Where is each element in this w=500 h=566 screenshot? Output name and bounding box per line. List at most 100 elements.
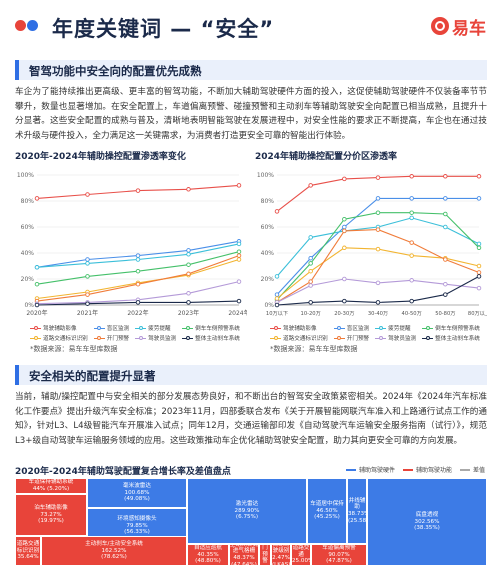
treemap-cell-value: (6.75%) [235,514,259,521]
section-heading-label: 智驾功能中安全向的配置优先成熟 [29,64,202,78]
legend-swatch [270,335,281,341]
logo-text: 易车 [452,18,486,39]
data-point [443,292,448,297]
treemap-cell: 主动闭合式进气格栅 48.37% (47.64%) [229,544,259,566]
data-point [443,224,448,230]
data-point [34,302,40,308]
legend-label: 驾驶员监测 [148,336,177,342]
legend-item: 开门预警 [93,334,130,342]
data-point [186,248,191,253]
y-tick-label: 0% [24,302,34,309]
legend-label: 开门预警 [106,336,130,342]
report-header: 年度关键词 — “安全” 易车 [0,0,500,50]
legend-swatch [135,325,147,331]
treemap-cell-label: 主动刹车/主动安全系统 [85,541,143,548]
data-point [375,280,381,286]
treemap-cell-value: 44% (5.20%) [32,486,70,492]
right-chart-source: *数据来源：易车车型库数据 [270,345,358,353]
data-point [409,174,414,179]
data-point [443,257,448,262]
treemap-cell-value: (56.33%) [124,529,150,536]
legend-item: 驾驶辅助影像 [30,324,88,332]
data-point [274,292,280,297]
treemap-cell-value: 48.37% [233,555,255,561]
treemap-cell-value: (47.64%) [231,561,257,566]
x-tick-label: 2023年 [178,309,199,317]
x-tick-label: 10-20万 [301,310,321,317]
left-chart-legend: 驾驶辅助影像 盲区监测 疲劳提醒 倒车车侧预警系统 道路交通标识识别 开门预警 驾驶员监测 整… [30,324,240,342]
legend-swatch [93,335,105,341]
data-point [476,285,482,291]
data-point [236,257,242,262]
treemap-cell-value: 40.35% [197,551,219,558]
data-point [375,300,381,305]
series-line-1 [276,175,479,212]
treemap-cell: 道路交通标识识别 35.64% [15,536,41,566]
section-paragraph-2: 当前，辅助/操控配置中与安全相关的部分发展态势良好，和不断出台的智驾安全政策紧密… [15,392,487,446]
data-point [85,192,90,197]
data-point [236,298,242,304]
treemap-cell-label: 泊车辅助影像 [34,505,68,512]
treemap-cell-value: (45.25%) [314,514,340,521]
data-point [308,283,313,288]
legend-item: 道路交通标识识别 [270,334,328,342]
data-point [85,257,90,262]
treemap-cell-label: 开门预警 [262,545,268,565]
legend-item: 整体主动刹车系统 [422,334,480,342]
treemap-cell: 激光雷达 289.90% (6.75%) [187,478,307,544]
data-point [476,241,482,247]
treemap-cell-value: (49.08%) [124,496,150,503]
treemap-cell: 泊车辅助影像 73.27% (19.97%) [15,494,87,536]
treemap-legend: 辅助驾驶硬件 辅助驾驶功能 差值 [338,465,485,474]
data-point [443,196,448,201]
legend-item: 驾驶辅助影像 [270,324,328,332]
legend-swatch [182,325,194,331]
treemap-cell-label: 自适应巡航 [194,545,222,552]
treemap-cell-label: 自动驾驶级别 [272,544,290,555]
legend-label: 倒车车侧预警系统 [195,326,240,332]
data-point [476,274,482,279]
legend-label: 开门预警 [346,336,370,342]
treemap-cell: 开门预警35.85% [259,544,271,566]
data-point [409,298,414,304]
treemap-cell-value: (19.97%) [38,518,64,525]
y-tick-label: 80% [21,198,35,205]
legend-label: 整体主动刹车系统 [435,336,480,342]
treemap-cell: 车道居中保持 46.50% (45.25%) [307,478,347,544]
legend-swatch [333,325,345,331]
data-point [375,196,381,201]
data-point [342,245,347,251]
data-point [375,175,381,180]
y-tick-label: 40% [21,250,35,257]
legend-swatch [93,325,105,331]
treemap-cell-value: (LKAS) [272,561,291,566]
legend-label: 倒车车侧预警系统 [435,326,480,332]
treemap-cell: 自动驾驶级别 2.47% (LKAS) [271,544,291,566]
treemap-cell: 底盘透视 302.56% (38.35%) [367,478,487,566]
treemap-cell-value: 35.85% [260,565,270,566]
y-tick-label: 100% [17,172,34,179]
data-point [236,241,242,247]
y-tick-label: 20% [21,276,35,283]
legend-item: 盲区监测 [333,324,369,332]
legend-item: 整体主动刹车系统 [182,334,240,342]
data-point [308,255,313,261]
x-tick-label: 40-50万 [402,310,422,317]
treemap-cell-label: 并线辅助 [348,497,366,511]
data-point [85,301,90,306]
data-point [274,209,280,214]
treemap-cell-value: (38.35%) [414,525,440,532]
series-line-5 [276,247,480,299]
x-tick-label: 50-80万 [435,310,455,317]
data-point [443,211,448,217]
treemap-cell-label: 道路交通 [292,545,310,558]
data-point [409,240,414,245]
section-heading-label: 安全相关的配置提升显著 [29,369,156,383]
treemap-cell-value: 162.52% [101,547,127,554]
legend-item: 疲劳提醒 [135,324,176,332]
treemap-cell-label: 激光雷达 [235,501,259,508]
section-heading-2: 安全相关的配置提升显著 [15,365,487,385]
logo-icon [431,17,449,35]
data-point [476,270,482,275]
